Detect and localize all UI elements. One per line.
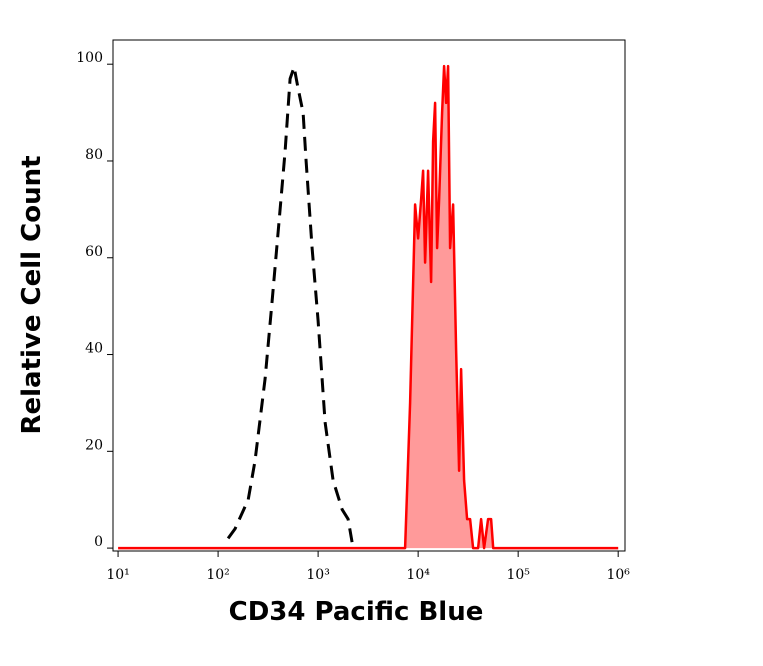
plot-frame — [112, 39, 626, 552]
histogram-line — [118, 64, 619, 550]
x-tick-label: 10¹ — [106, 567, 129, 583]
x-tick-label: 10⁵ — [506, 567, 530, 583]
y-tick-label: 40 — [85, 341, 103, 357]
y-tick-label: 80 — [85, 147, 103, 163]
y-tick-label: 0 — [94, 534, 103, 550]
x-tick-label: 10² — [206, 567, 229, 583]
y-axis-label: Relative Cell Count — [17, 155, 47, 434]
y-tick-label: 20 — [85, 437, 103, 453]
x-tick-label: 10⁶ — [606, 567, 630, 583]
x-axis-label: CD34 Pacific Blue — [229, 597, 484, 627]
y-tick-label: 60 — [85, 244, 103, 260]
x-tick-label: 10³ — [306, 567, 329, 583]
y-tick-label: 100 — [76, 50, 103, 66]
histogram-area — [118, 66, 619, 549]
histogram-line — [226, 65, 355, 549]
x-tick-label: 10⁴ — [406, 567, 430, 583]
